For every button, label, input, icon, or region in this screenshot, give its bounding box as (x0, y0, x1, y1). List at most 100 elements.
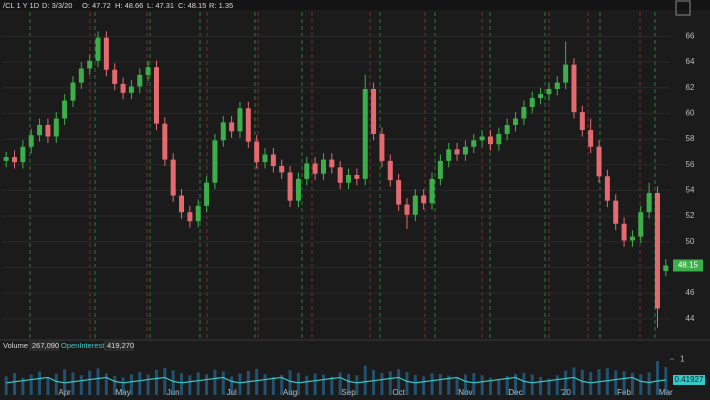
ohlc-low: L: 47.31 (147, 1, 174, 10)
candle-body (187, 212, 193, 222)
oi-value-box (673, 374, 705, 385)
candle-body (379, 133, 385, 161)
candle-body (396, 180, 402, 205)
candle-body (462, 146, 468, 155)
volume-bar (180, 373, 184, 395)
volume-bar (163, 367, 167, 395)
candle-body (45, 124, 51, 137)
y-tick-label: 44 (686, 314, 695, 323)
candle-body (20, 146, 26, 163)
candle-body (646, 192, 652, 213)
volume-bar (4, 376, 8, 395)
volume-bar (46, 377, 50, 395)
symbol: /CL 1 Y 1D (3, 1, 40, 10)
ohlc-range: R: 1.35 (209, 1, 233, 10)
volume-bar (104, 373, 108, 395)
y-tick-label: 52 (686, 211, 695, 220)
volume-bar (472, 373, 476, 395)
candle-body (312, 163, 318, 174)
last-price-box (673, 259, 703, 272)
candle-body (262, 154, 268, 163)
volume-bar (413, 374, 417, 395)
volume-bar (530, 374, 534, 395)
candle-body (179, 195, 185, 213)
candle-body (454, 149, 460, 155)
volume-bar (146, 374, 150, 395)
volume-bar (455, 377, 459, 395)
candle-body (629, 236, 635, 241)
oi-value: 419,270 (107, 341, 134, 350)
volume-bar (13, 373, 17, 395)
candle-body (663, 265, 669, 272)
candle-body (654, 192, 660, 309)
candle-body (287, 172, 293, 201)
candle-body (78, 68, 84, 83)
candle-body (95, 37, 101, 61)
candle-body (529, 97, 535, 107)
volume-bar (213, 369, 217, 395)
volume-bar (514, 373, 518, 395)
y-tick-label: 56 (686, 160, 695, 169)
volume-bar (113, 376, 117, 395)
volume-bar (296, 372, 300, 395)
volume-bar (447, 375, 451, 395)
y-tick-label: 62 (686, 83, 695, 92)
candle-body (137, 74, 143, 87)
candle-body (521, 106, 527, 119)
volume-bar (71, 372, 75, 395)
volume-bar (230, 376, 234, 395)
y-tick-label: 66 (686, 31, 695, 40)
volume-bar (430, 373, 434, 395)
y-tick-label: 1 (680, 354, 685, 363)
volume-bar (121, 377, 125, 395)
candle-body (204, 182, 210, 206)
volume-bar (438, 374, 442, 395)
candle-body (421, 195, 427, 204)
candle-body (237, 108, 243, 132)
volume-bar (655, 360, 659, 395)
volume-bar (572, 367, 576, 395)
candle-body (112, 69, 118, 84)
volume-bar (547, 378, 551, 395)
volume-bar (79, 375, 83, 395)
volume-bar (188, 375, 192, 395)
volume-bar (54, 373, 58, 395)
volume-bar (138, 372, 142, 395)
volume-bar (522, 372, 526, 395)
volume-bar (330, 376, 334, 395)
ohlc-date: D: 3/3/20 (42, 1, 72, 10)
candle-body (554, 82, 560, 90)
candle-body (320, 159, 326, 174)
candle-body (62, 100, 68, 119)
candle-body (613, 200, 619, 224)
candle-body (337, 167, 343, 183)
volume-bar (505, 376, 509, 395)
volume-bar (463, 374, 467, 395)
ohlc-high: H: 48.66 (115, 1, 143, 10)
volume-bar (497, 378, 501, 395)
volume-bar (321, 374, 325, 395)
volume-bar (246, 370, 250, 395)
candle-body (145, 67, 151, 75)
volume-bar (154, 369, 158, 395)
candle-body (362, 89, 368, 179)
menu-icon[interactable] (675, 0, 691, 16)
volume-bar (589, 372, 593, 395)
volume-bar (96, 368, 100, 395)
volume-bar (564, 370, 568, 395)
candle-body (604, 176, 610, 201)
candle-body (538, 94, 544, 98)
y-tick-label: 54 (686, 186, 695, 195)
volume-bar (280, 374, 284, 395)
volume-bar (171, 370, 175, 395)
volume-bar (271, 377, 275, 395)
candle-body (28, 135, 34, 147)
volume-bar (480, 375, 484, 395)
candle-body (229, 122, 235, 132)
candle-body (487, 136, 493, 145)
candle-body (371, 89, 377, 134)
volume-bar (38, 371, 42, 395)
candle-body (571, 64, 577, 113)
candle-body (504, 124, 510, 134)
volume-bar (355, 375, 359, 395)
